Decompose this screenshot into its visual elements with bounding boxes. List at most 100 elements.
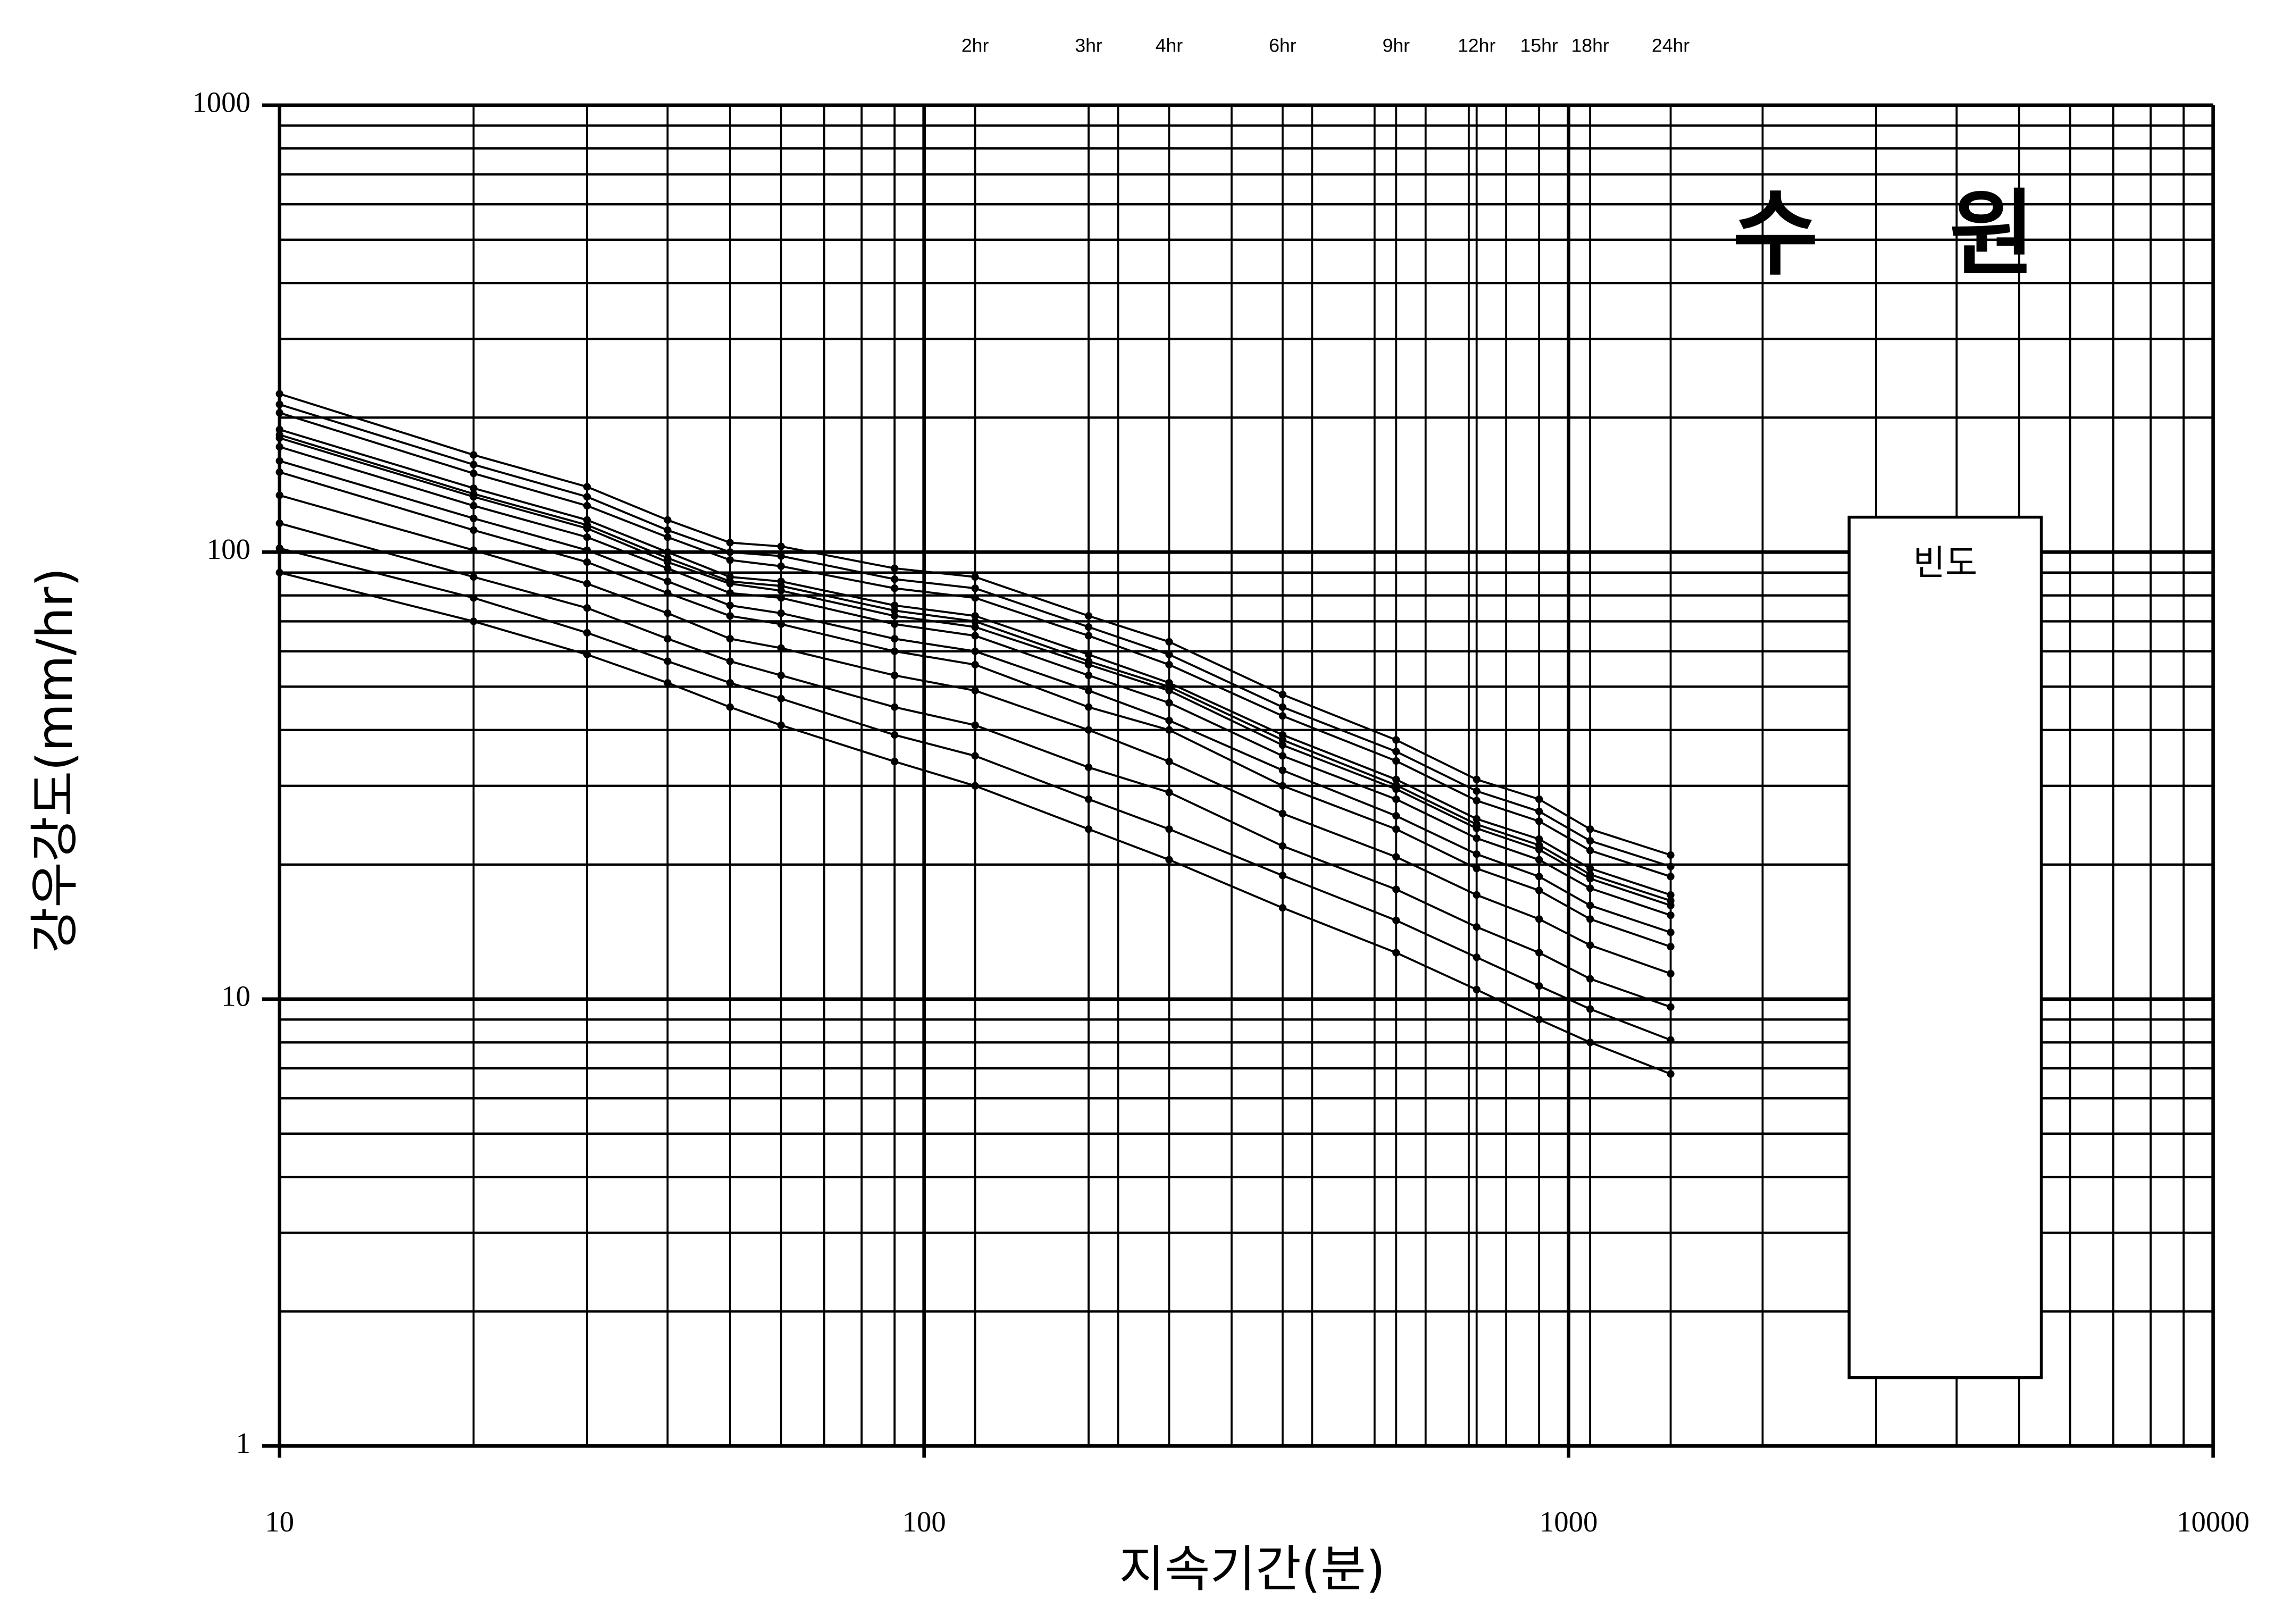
y-tick-label: 10 bbox=[221, 980, 250, 1012]
data-point bbox=[275, 468, 283, 476]
data-point bbox=[891, 612, 899, 620]
top-tick-label: 18hr bbox=[1571, 35, 1609, 56]
data-point bbox=[891, 703, 899, 711]
data-point bbox=[891, 575, 899, 583]
data-point bbox=[1165, 789, 1173, 797]
data-point bbox=[1473, 865, 1481, 873]
data-point bbox=[1586, 901, 1594, 909]
data-point bbox=[1586, 884, 1594, 892]
data-point bbox=[971, 660, 979, 669]
data-point bbox=[583, 524, 591, 532]
y-tick-label: 100 bbox=[207, 533, 250, 565]
top-tick-label: 6hr bbox=[1269, 35, 1297, 56]
data-point bbox=[1278, 766, 1286, 774]
data-point bbox=[470, 514, 478, 522]
data-point bbox=[1392, 825, 1400, 833]
data-point bbox=[1392, 736, 1400, 744]
data-point bbox=[971, 623, 979, 631]
data-point bbox=[470, 526, 478, 534]
data-point bbox=[1392, 748, 1400, 756]
data-point bbox=[1084, 763, 1093, 772]
data-point bbox=[891, 564, 899, 572]
data-point bbox=[664, 548, 672, 556]
y-tick-label: 1 bbox=[236, 1427, 250, 1459]
data-point bbox=[1392, 757, 1400, 765]
data-point bbox=[891, 584, 899, 592]
data-point bbox=[971, 721, 979, 729]
data-point bbox=[1278, 752, 1286, 760]
data-point bbox=[664, 516, 672, 524]
data-point bbox=[777, 609, 785, 617]
data-point bbox=[1392, 775, 1400, 783]
series-line bbox=[279, 412, 1671, 878]
data-point bbox=[1278, 736, 1286, 744]
data-point bbox=[1165, 650, 1173, 659]
data-point bbox=[1586, 1039, 1594, 1047]
data-point bbox=[1473, 815, 1481, 823]
data-point bbox=[1473, 824, 1481, 832]
data-point bbox=[664, 657, 672, 665]
data-point bbox=[1667, 1070, 1675, 1078]
data-point bbox=[583, 493, 591, 501]
data-point bbox=[275, 457, 283, 465]
data-point bbox=[971, 573, 979, 581]
series-line bbox=[279, 403, 1671, 868]
data-point bbox=[1084, 660, 1093, 669]
data-point bbox=[1084, 650, 1093, 659]
data-point bbox=[664, 635, 672, 643]
data-point bbox=[1586, 915, 1594, 923]
data-point bbox=[583, 546, 591, 554]
data-point bbox=[777, 671, 785, 680]
top-tick-label: 12hr bbox=[1458, 35, 1495, 56]
data-point bbox=[1667, 863, 1675, 870]
data-point bbox=[777, 587, 785, 595]
series-line bbox=[279, 459, 1671, 934]
data-point bbox=[1084, 632, 1093, 640]
data-point bbox=[1473, 850, 1481, 858]
data-point bbox=[583, 629, 591, 637]
x-tick-label: 10 bbox=[265, 1505, 294, 1538]
data-point bbox=[664, 609, 672, 617]
data-point bbox=[971, 594, 979, 602]
data-point bbox=[726, 679, 734, 687]
data-point bbox=[971, 612, 979, 620]
data-point bbox=[583, 558, 591, 566]
data-point bbox=[891, 731, 899, 739]
data-point bbox=[583, 604, 591, 612]
data-point bbox=[470, 461, 478, 468]
data-point bbox=[470, 451, 478, 459]
data-point bbox=[1586, 875, 1594, 883]
data-point bbox=[583, 483, 591, 491]
data-point bbox=[1084, 703, 1093, 711]
data-point bbox=[1165, 638, 1173, 646]
y-tick-label: 1000 bbox=[192, 86, 250, 118]
data-point bbox=[1586, 941, 1594, 949]
data-point bbox=[664, 577, 672, 585]
data-point bbox=[1535, 807, 1543, 815]
data-point bbox=[275, 568, 283, 576]
data-point bbox=[1278, 842, 1286, 850]
data-point bbox=[726, 539, 734, 547]
data-point bbox=[1535, 835, 1543, 843]
data-point bbox=[1535, 915, 1543, 923]
data-point bbox=[583, 501, 591, 510]
data-point bbox=[275, 544, 283, 553]
data-point bbox=[1165, 660, 1173, 669]
data-point bbox=[1392, 885, 1400, 893]
x-tick-label: 10000 bbox=[2177, 1505, 2249, 1538]
data-point bbox=[1667, 1003, 1675, 1011]
data-point bbox=[891, 607, 899, 615]
data-point bbox=[470, 493, 478, 501]
data-point bbox=[1278, 782, 1286, 790]
series-line bbox=[279, 494, 1671, 975]
data-point bbox=[1278, 904, 1286, 912]
data-point bbox=[777, 552, 785, 560]
x-axis-title: 지속기간(분) bbox=[1119, 1541, 1385, 1598]
data-point bbox=[1278, 691, 1286, 699]
x-tick-label: 1000 bbox=[1540, 1505, 1598, 1538]
data-point bbox=[971, 632, 979, 640]
data-point bbox=[664, 589, 672, 597]
data-point bbox=[1165, 716, 1173, 725]
data-point bbox=[1667, 891, 1675, 899]
